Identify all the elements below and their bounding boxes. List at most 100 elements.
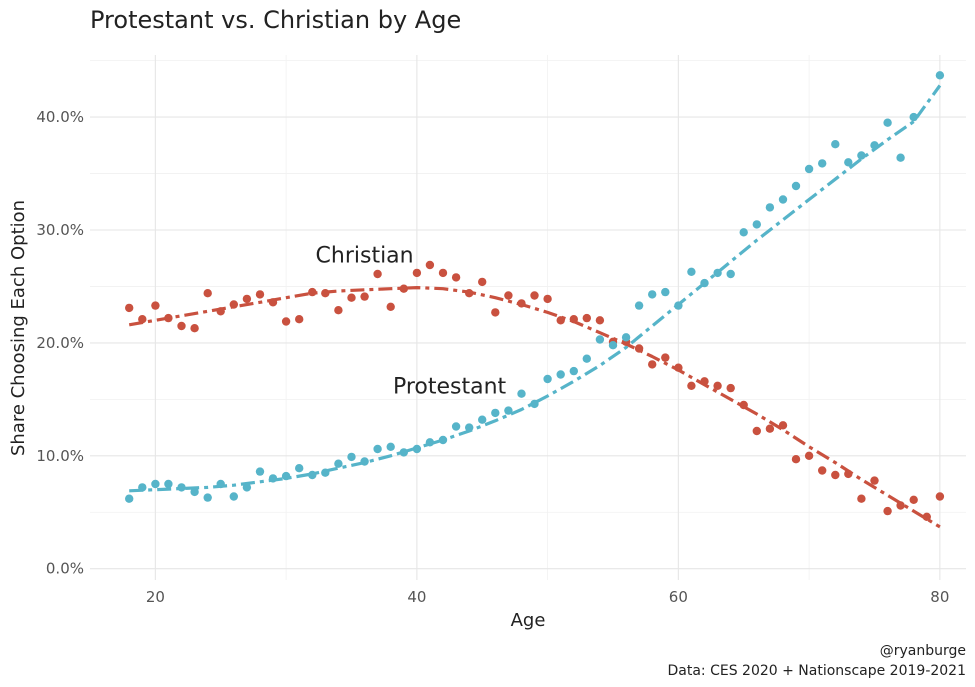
protestant-series-label: Protestant	[393, 375, 507, 400]
christian-point	[465, 289, 474, 298]
christian-point	[190, 324, 199, 333]
christian-point	[674, 363, 683, 372]
protestant-point	[255, 467, 265, 476]
data-points	[125, 71, 945, 521]
y-tick-label: 30.0%	[36, 221, 84, 239]
christian-point	[648, 360, 657, 369]
christian-point	[870, 476, 879, 485]
protestant-point	[909, 112, 918, 122]
christian-point	[634, 344, 644, 353]
y-tick-label: 20.0%	[36, 334, 84, 352]
protestant-point	[687, 267, 696, 276]
christian-point	[334, 306, 343, 315]
protestant-point	[556, 370, 565, 379]
christian-point	[216, 307, 225, 316]
protestant-point	[334, 459, 343, 468]
x-tick-label: 60	[669, 588, 688, 606]
protestant-point	[308, 470, 317, 480]
protestant-point	[517, 389, 526, 398]
christian-point	[778, 421, 788, 430]
protestant-point	[399, 448, 408, 457]
christian-point	[321, 289, 330, 298]
christian-point	[412, 268, 422, 278]
protestant-point	[674, 301, 683, 310]
protestant-trend-line	[129, 84, 942, 493]
christian-point	[504, 291, 513, 300]
christian-point	[517, 299, 526, 308]
christian-point	[347, 293, 356, 302]
christian-point	[478, 277, 487, 287]
protestant-point	[569, 366, 578, 376]
christian-point	[242, 294, 252, 304]
protestant-point	[818, 159, 827, 168]
christian-point	[451, 273, 461, 282]
protestant-point	[661, 287, 670, 297]
christian-point	[177, 321, 186, 331]
protestant-point	[268, 474, 278, 483]
protestant-point	[778, 195, 788, 204]
protestant-point	[700, 278, 709, 288]
christian-point	[164, 313, 173, 323]
christian-point	[125, 303, 134, 313]
x-tick-label: 20	[146, 588, 165, 606]
christian-series-label: Christian	[316, 244, 414, 269]
christian-point	[726, 383, 735, 393]
protestant-point	[883, 118, 892, 127]
protestant-point	[752, 220, 761, 229]
protestant-point	[281, 471, 291, 481]
protestant-point	[177, 483, 186, 492]
christian-point	[386, 302, 395, 311]
protestant-point	[321, 468, 330, 477]
protestant-point	[595, 335, 605, 344]
protestant-point	[739, 228, 748, 237]
series-labels: Christian Protestant	[316, 244, 507, 400]
protestant-point	[582, 354, 591, 363]
axis-ticks: 20 40 60 80 0.0% 10.0% 20.0% 30.0% 40.0%	[36, 108, 949, 606]
christian-point	[438, 268, 448, 278]
protestant-point	[295, 464, 304, 473]
christian-point	[752, 426, 761, 436]
protestant-point	[347, 452, 356, 462]
christian-point	[935, 492, 945, 501]
protestant-point	[935, 71, 945, 80]
christian-point	[700, 377, 709, 386]
christian-point	[399, 284, 408, 293]
christian-point	[896, 501, 905, 510]
christian-point	[922, 512, 931, 521]
christian-point	[203, 289, 212, 298]
protestant-point	[491, 408, 500, 418]
christian-point	[883, 506, 892, 516]
christian-point	[765, 424, 775, 433]
protestant-point	[621, 333, 631, 342]
protestant-point	[242, 483, 252, 492]
christian-point	[373, 269, 382, 279]
y-tick-label: 40.0%	[36, 108, 84, 126]
caption-source: Data: CES 2020 + Nationscape 2019-2021	[667, 663, 966, 679]
caption-author: @ryanburge	[880, 643, 966, 659]
x-tick-label: 80	[930, 588, 949, 606]
protestant-point	[216, 479, 225, 489]
y-tick-label: 10.0%	[36, 447, 84, 465]
christian-point	[308, 287, 317, 297]
christian-point	[595, 316, 605, 325]
protestant-point	[896, 153, 905, 162]
christian-point	[138, 315, 147, 324]
grid	[90, 55, 966, 580]
protestant-point	[190, 487, 199, 497]
protestant-point	[373, 444, 382, 454]
christian-point	[491, 308, 500, 317]
y-tick-label: 0.0%	[46, 560, 84, 578]
christian-point	[151, 301, 160, 310]
christian-point	[909, 495, 918, 504]
protestant-point	[608, 341, 618, 350]
christian-point	[255, 290, 265, 299]
protestant-point	[164, 479, 173, 489]
christian-point	[857, 494, 866, 503]
protestant-point	[504, 406, 513, 415]
christian-point	[687, 381, 696, 390]
christian-point	[713, 381, 722, 390]
protestant-point	[857, 151, 866, 160]
protestant-point	[360, 457, 369, 466]
christian-point	[569, 315, 578, 324]
